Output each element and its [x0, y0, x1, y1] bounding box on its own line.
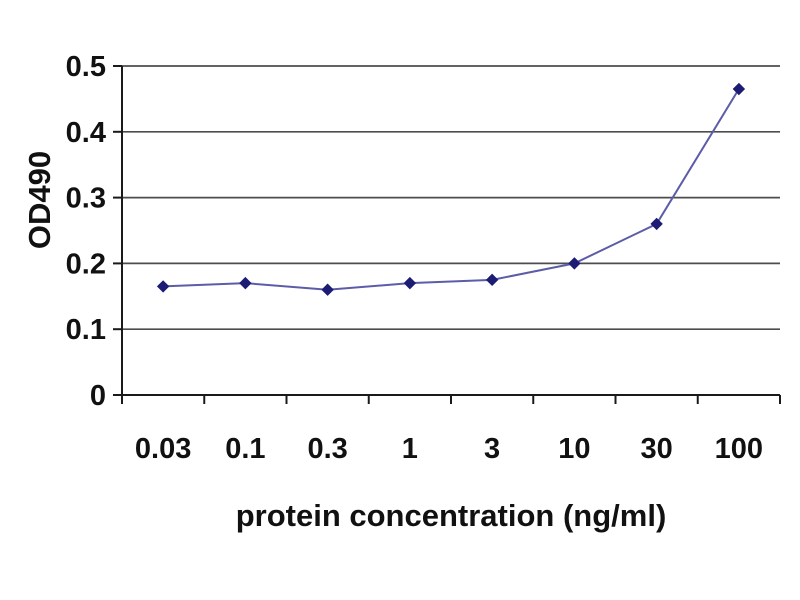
y-tick-label: 0.1 [66, 314, 106, 346]
x-tick-label: 10 [558, 433, 590, 465]
data-point-marker [239, 276, 252, 290]
x-tick-label: 0.03 [135, 433, 191, 465]
y-tick-label: 0 [90, 380, 106, 412]
data-point-marker [156, 280, 170, 293]
y-tick-label: 0.3 [66, 183, 106, 215]
data-point-marker [732, 82, 746, 96]
x-tick-label: 1 [402, 433, 418, 465]
series-line [163, 88, 740, 291]
x-tick-label: 0.3 [307, 433, 347, 465]
x-tick-label: 100 [715, 433, 763, 465]
x-tick-label: 30 [640, 433, 672, 465]
data-point-marker [403, 276, 417, 290]
data-point-marker [568, 257, 581, 270]
x-tick-label: 3 [484, 433, 500, 465]
y-tick-label: 0.4 [66, 117, 106, 149]
x-tick-label: 0.1 [225, 433, 265, 465]
x-axis-title: protein concentration (ng/ml) [235, 498, 667, 533]
y-tick-label: 0.5 [66, 51, 106, 83]
data-point-marker [650, 217, 663, 231]
y-axis-title: OD490 [22, 150, 57, 250]
y-tick-label: 0.2 [66, 248, 106, 280]
data-point-marker [485, 273, 499, 287]
data-point-marker [321, 283, 334, 296]
